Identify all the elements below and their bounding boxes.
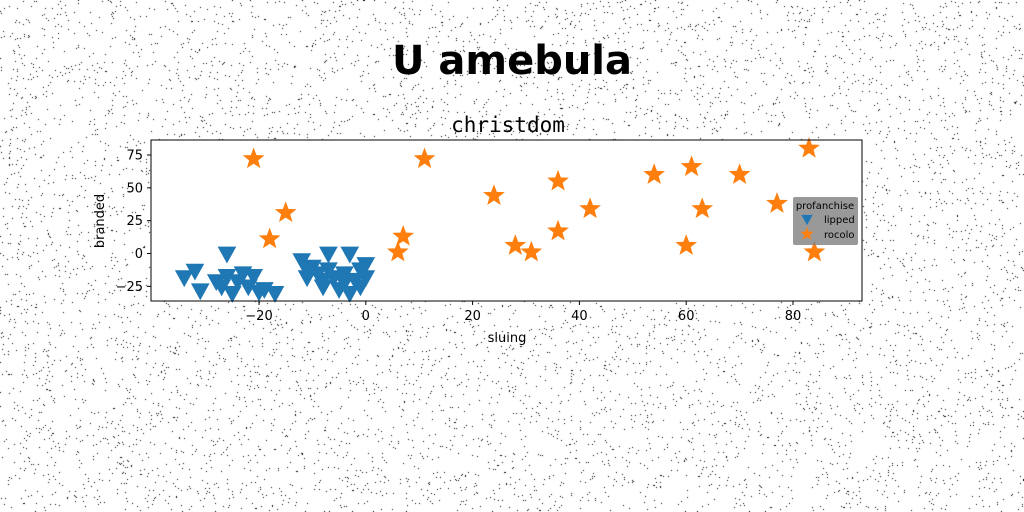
- data-point: [185, 263, 205, 281]
- data-point: [803, 240, 826, 262]
- legend-entries: lipped rocolo: [800, 214, 855, 241]
- data-point: [356, 257, 376, 274]
- data-point: [504, 234, 527, 255]
- legend-marker-lipped: [801, 214, 813, 226]
- chart-title: christdom: [451, 113, 565, 137]
- series-lipped: [174, 246, 376, 303]
- plot-background: [151, 140, 862, 301]
- data-point: [680, 155, 703, 177]
- legend-label-lipped: lipped: [824, 215, 855, 226]
- data-point: [356, 270, 376, 288]
- y-tick-label: 75: [126, 149, 143, 164]
- legend-title: profanchise: [796, 201, 854, 212]
- x-tick-label: 80: [785, 309, 802, 324]
- data-point: [579, 197, 601, 219]
- data-point: [244, 268, 264, 286]
- data-point: [728, 163, 751, 184]
- data-point: [319, 246, 338, 264]
- data-point: [643, 163, 666, 184]
- data-point: [392, 225, 415, 246]
- data-point: [274, 201, 297, 223]
- series-layer: [174, 137, 826, 303]
- x-tick-label: −20: [245, 309, 272, 324]
- data-point: [766, 192, 788, 213]
- x-tick-label: 60: [678, 309, 695, 324]
- legend-marker-rocolo: [800, 226, 814, 240]
- plot-area: [151, 140, 862, 301]
- y-tick-label: −25: [116, 280, 143, 295]
- legend-label-rocolo: rocolo: [824, 230, 855, 241]
- y-tick-label: 50: [126, 181, 143, 196]
- data-point: [675, 234, 698, 255]
- data-point: [258, 227, 281, 249]
- data-point: [242, 147, 265, 169]
- data-point: [798, 137, 820, 158]
- x-tick-label: 20: [464, 309, 481, 324]
- data-point: [265, 286, 285, 303]
- data-point: [483, 184, 505, 205]
- y-tick-label: 25: [126, 214, 143, 229]
- x-tick-label: 0: [362, 309, 370, 324]
- data-point: [190, 283, 210, 301]
- data-point: [413, 147, 436, 169]
- data-point: [340, 246, 360, 264]
- series-rocolo: [242, 137, 826, 262]
- data-point: [217, 246, 237, 264]
- x-axis-label: sluing: [488, 331, 527, 346]
- axes-layer: −20 0 20 40 60 80 −25 0 25 50 75: [116, 139, 863, 324]
- data-point: [174, 270, 194, 288]
- data-point: [547, 169, 569, 191]
- x-tick-label: 40: [571, 309, 588, 324]
- y-tick-label: 0: [135, 247, 143, 262]
- figure-title: U amebula: [391, 38, 633, 84]
- legend: profanchise lipped rocolo: [793, 197, 858, 245]
- data-point: [313, 279, 333, 297]
- data-point: [386, 240, 409, 262]
- data-point: [520, 240, 543, 262]
- data-point: [340, 286, 360, 303]
- y-axis-label: branded: [93, 194, 108, 248]
- data-point: [222, 286, 242, 303]
- data-point: [691, 197, 714, 219]
- data-point: [547, 219, 569, 241]
